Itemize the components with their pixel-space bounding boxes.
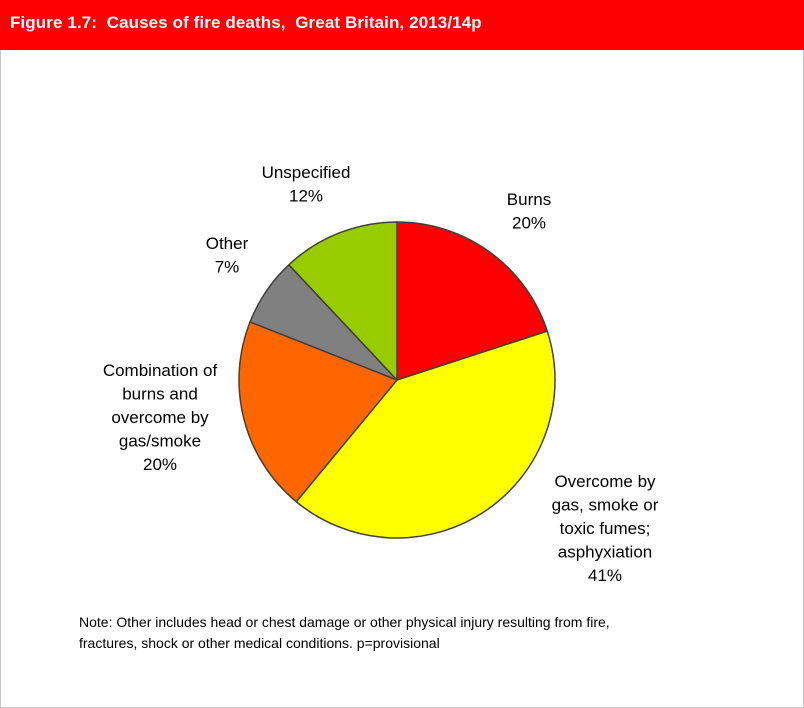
pie-label-other: Other 7% xyxy=(206,234,249,277)
note-line-2: fractures, shock or other medical condit… xyxy=(79,635,440,651)
pie-slices xyxy=(238,221,556,539)
pie-slice-overcome xyxy=(295,330,556,539)
pie-label-line: Unspecified xyxy=(262,163,351,182)
pie-label-line: asphyxiation xyxy=(558,543,653,562)
pie-label-line: 41% xyxy=(588,566,622,585)
pie-label-line: Overcome by xyxy=(554,472,656,491)
pie-label-line: 12% xyxy=(289,187,323,206)
pie-slice-unspecified xyxy=(288,221,398,381)
pie-label-line: burns and xyxy=(122,385,198,404)
pie-label-overcome: Overcome by gas, smoke or toxic fumes; asph… xyxy=(552,472,659,585)
pie-label-line: gas/smoke xyxy=(119,432,201,451)
pie-label-line: Burns xyxy=(507,190,551,209)
pie-slice-combination xyxy=(238,321,398,503)
pie-label-line: gas, smoke or xyxy=(552,496,659,515)
figure-title: Figure 1.7: Causes of fire deaths, Great… xyxy=(10,13,482,32)
pie-label-line: Combination of xyxy=(103,361,218,380)
pie-label-line: overcome by xyxy=(111,408,209,427)
pie-label-unspecified: Unspecified 12% xyxy=(262,163,351,206)
pie-label-line: 20% xyxy=(143,455,177,474)
figure-header: Figure 1.7: Causes of fire deaths, Great… xyxy=(0,0,804,50)
pie-label-line: Other xyxy=(206,234,249,253)
pie-labels: Burns 20% Overcome by gas, smoke or toxic fu… xyxy=(103,163,659,585)
note-line-1: Note: Other includes head or chest damag… xyxy=(79,614,610,630)
pie-label-line: 20% xyxy=(512,214,546,233)
pie-label-burns: Burns 20% xyxy=(507,190,551,233)
pie-label-line: 7% xyxy=(215,258,240,277)
pie-label-line: toxic fumes; xyxy=(560,519,651,538)
pie-slice-burns xyxy=(396,221,549,381)
pie-label-combination: Combination of burns and overcome by gas/sm… xyxy=(103,361,218,474)
chart-note: Note: Other includes head or chest damag… xyxy=(79,612,719,654)
